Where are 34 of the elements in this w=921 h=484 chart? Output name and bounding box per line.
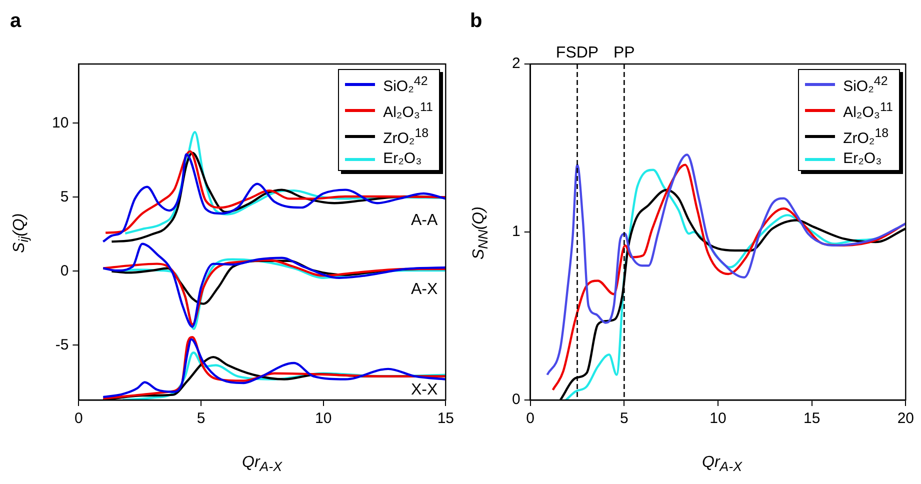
x-axis-title: Qr$_{A-X}$ <box>241 454 284 474</box>
y-tick-label: 0 <box>512 391 520 408</box>
legend-label: ZrO₂$^{18}$ <box>843 125 889 149</box>
ref-line-label: FSDP <box>556 44 599 62</box>
legend-label: ZrO₂$^{18}$ <box>383 125 429 149</box>
y-tick-label: 1 <box>512 223 520 240</box>
x-tick-label: 0 <box>74 410 83 428</box>
annotation: A-A <box>410 212 438 230</box>
legend-label: Al₂O₃$^{11}$ <box>843 99 893 123</box>
annotation: X-X <box>410 381 438 398</box>
legend-label: SiO₂$^{42}$ <box>843 73 888 97</box>
x-tick-label: 10 <box>314 410 332 428</box>
x-tick-label: 15 <box>803 410 820 428</box>
x-tick-label: 5 <box>620 410 628 428</box>
x-tick-label: 15 <box>437 410 454 428</box>
y-tick-label: 10 <box>52 114 69 132</box>
x-tick-label: 5 <box>196 410 206 428</box>
ref-line-label: PP <box>614 44 635 62</box>
y-tick-label: 0 <box>60 262 69 280</box>
x-tick-label: 20 <box>897 410 914 428</box>
legend-label: Er₂O₃ <box>843 149 882 169</box>
legend-label: SiO₂$^{42}$ <box>383 73 428 97</box>
legend-label: Er₂O₃ <box>383 149 422 169</box>
y-tick-label: 2 <box>512 55 520 72</box>
y-tick-label: -5 <box>55 336 69 354</box>
y-tick-label: 5 <box>60 188 69 206</box>
chart-title: a <box>10 10 22 33</box>
line-series <box>102 242 446 328</box>
legend-label: Al₂O₃$^{11}$ <box>383 99 433 123</box>
annotation: A-X <box>410 280 438 298</box>
x-axis-title: Qr$_{A-X}$ <box>701 454 744 474</box>
x-tick-label: 0 <box>526 410 535 428</box>
x-tick-label: 10 <box>710 410 726 428</box>
chart-title: b <box>470 10 482 33</box>
